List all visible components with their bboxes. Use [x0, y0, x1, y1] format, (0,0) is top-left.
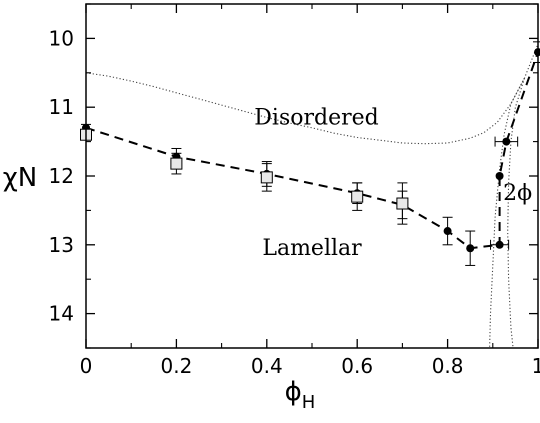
open-square-marker — [352, 191, 363, 202]
y-tick-label: 10 — [49, 26, 74, 50]
x-axis-title-main: ϕ — [285, 377, 302, 407]
x-tick-label: 0.2 — [160, 354, 192, 378]
tick-labels: 0 0.2 0.4 0.6 0.8 1 10 11 12 13 14 — [49, 26, 540, 378]
data-markers — [81, 48, 540, 252]
x-tick-label: 0.6 — [341, 354, 373, 378]
open-square-marker — [171, 158, 182, 169]
boundary-curves — [86, 44, 538, 348]
error-bars — [81, 42, 540, 266]
filled-circle-marker — [534, 48, 540, 56]
axes — [86, 4, 538, 348]
region-label: 2ϕ — [503, 181, 532, 206]
region-labels: Disordered Lamellar 2ϕ — [254, 105, 532, 261]
simulation-dashed-line — [86, 52, 538, 248]
y-axis-title: χN — [3, 163, 37, 193]
boundary-dotted-coexistence-left — [490, 78, 525, 348]
y-tick-label: 11 — [49, 95, 74, 119]
x-tick-label: 0.4 — [251, 354, 283, 378]
x-tick-label: 0 — [80, 354, 93, 378]
y-tick-label: 14 — [49, 302, 74, 326]
filled-circle-marker — [444, 227, 452, 235]
x-tick-label: 1 — [532, 354, 540, 378]
y-tick-label: 12 — [49, 164, 74, 188]
x-axis-title-subscript: H — [302, 392, 316, 413]
filled-circle-marker — [496, 172, 504, 180]
y-tick-label: 13 — [49, 233, 74, 257]
open-square-marker — [397, 198, 408, 209]
filled-circle-marker — [466, 244, 474, 252]
region-label: Lamellar — [262, 236, 362, 261]
region-label: Disordered — [254, 105, 378, 130]
x-axis-title: ϕH — [285, 377, 316, 413]
filled-circle-marker — [496, 241, 504, 249]
boundary-dotted-coexistence-right — [508, 78, 525, 348]
open-square-marker — [261, 172, 272, 183]
plot-frame — [86, 4, 538, 348]
filled-circle-marker — [502, 138, 510, 146]
x-tick-label: 0.8 — [432, 354, 464, 378]
